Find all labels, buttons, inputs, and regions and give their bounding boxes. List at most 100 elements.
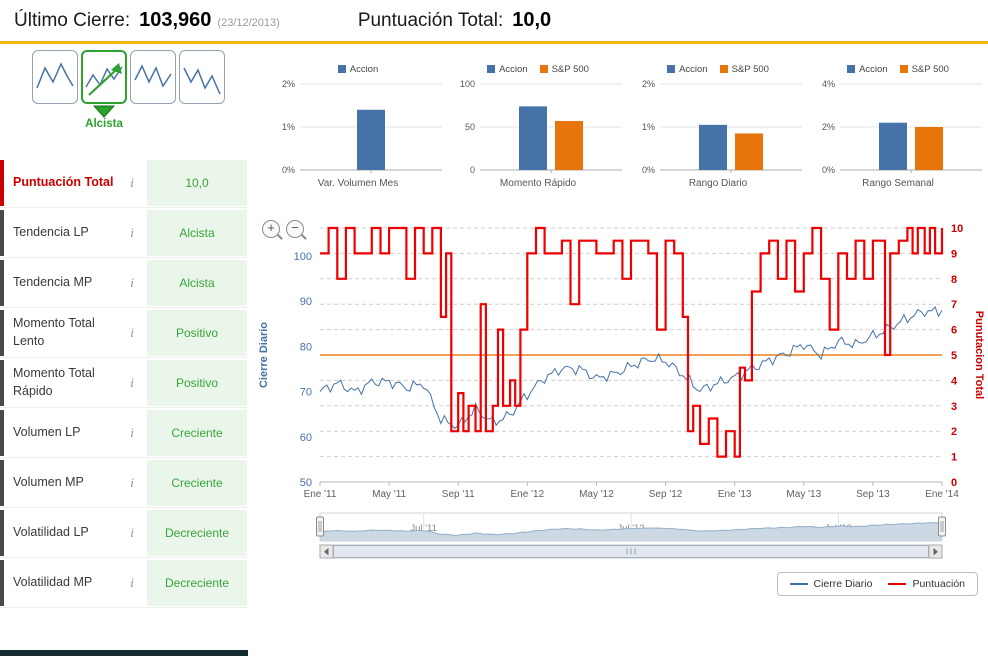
mini-ytick-label: 50 xyxy=(465,122,475,132)
indicator-label: Momento Total Lento xyxy=(13,316,95,348)
right-ytick-label: 1 xyxy=(951,452,957,464)
indicator-value: Positivo xyxy=(147,359,247,406)
row-accent-bar xyxy=(0,259,4,306)
indicator-label: Tendencia LP xyxy=(13,224,89,239)
zoom-controls: + − xyxy=(262,220,304,238)
legend-item-s-p-500[interactable]: S&P 500 xyxy=(539,63,589,75)
row-accent-bar xyxy=(0,159,4,206)
legend-swatch xyxy=(539,65,548,73)
navigator-handle-right[interactable] xyxy=(938,516,946,537)
indicator-row-volumen-lp: Volumen LP i Creciente xyxy=(0,408,248,458)
info-icon[interactable]: i xyxy=(130,474,134,490)
legend-item-s-p-500[interactable]: S&P 500 xyxy=(899,63,949,75)
bar-accion[interactable] xyxy=(519,106,547,170)
legend-item-s-p-500[interactable]: S&P 500 xyxy=(719,64,769,75)
cierre-diario-series xyxy=(319,306,943,430)
left-ytick-label: 50 xyxy=(300,477,312,489)
legend-label: S&P 500 xyxy=(911,63,949,75)
right-ytick-label: 4 xyxy=(951,375,958,387)
mini-ytick-label: 100 xyxy=(460,80,475,89)
right-ytick-label: 7 xyxy=(951,299,957,311)
legend-swatch xyxy=(667,65,676,73)
x-tick-label: Ene '11 xyxy=(304,489,337,500)
zoom-in-icon[interactable]: + xyxy=(262,220,280,238)
info-icon[interactable]: i xyxy=(130,424,134,440)
right-ytick-label: 3 xyxy=(951,401,957,413)
header: Último Cierre: 103,960 (23/12/2013) Punt… xyxy=(0,0,988,44)
trend-pattern-peaks-button[interactable] xyxy=(32,50,78,104)
trend-pattern-volatile-button[interactable] xyxy=(130,50,176,104)
info-icon[interactable]: i xyxy=(130,324,134,340)
selected-trend-arrow-icon xyxy=(93,105,115,118)
row-accent-bar xyxy=(0,359,4,406)
bar-s-p-500[interactable] xyxy=(735,133,763,170)
legend-label: Accion xyxy=(679,63,708,75)
x-tick-label: Ene '12 xyxy=(511,489,545,500)
x-tick-label: Ene '14 xyxy=(925,489,959,500)
navigator-line xyxy=(319,522,943,536)
indicator-value: Positivo xyxy=(147,309,247,356)
mini-ytick-label: 0% xyxy=(822,165,835,175)
legend-item-cierre-diario[interactable]: Cierre Diario xyxy=(789,578,872,590)
indicator-row-tendencia-mp: Tendencia MP i Alcista xyxy=(0,258,248,308)
info-icon[interactable]: i xyxy=(130,224,134,240)
row-accent-bar xyxy=(0,409,4,456)
right-axis-title: Punutacion Total xyxy=(973,311,985,399)
indicator-label: Volumen LP xyxy=(13,424,81,439)
mini-chart-rango_semanal: Accion S&P 500 0% 2% 4% Rango Semanal xyxy=(808,46,988,212)
zoom-out-icon[interactable]: − xyxy=(286,220,304,238)
left-ytick-label: 100 xyxy=(294,251,312,263)
legend-label: S&P 500 xyxy=(551,63,589,75)
navigator-handle-left[interactable] xyxy=(316,516,324,537)
x-tick-label: Sep '11 xyxy=(442,489,475,500)
mini-charts-row: Accion 0% 1% 2% Var. Volumen Mes Accion S&P 50… xyxy=(248,46,988,212)
bar-accion[interactable] xyxy=(699,124,727,170)
info-icon[interactable]: i xyxy=(130,174,134,190)
sidebar-indicator-table: Puntuación Total i 10,0 Tendencia LP i Alcist… xyxy=(0,158,248,608)
mini-chart-plot: 0% 1% 2% xyxy=(642,80,802,175)
info-icon[interactable]: i xyxy=(130,374,134,390)
legend-line-sample xyxy=(888,583,907,585)
indicator-row-momento-total-lento: Momento Total Lento i Positivo xyxy=(0,308,248,358)
indicator-value: Alcista xyxy=(147,209,247,256)
navigator-label: Jul '11 xyxy=(410,523,436,534)
bar-s-p-500[interactable] xyxy=(915,127,943,170)
legend-swatch xyxy=(337,65,346,73)
legend-label: Accion xyxy=(859,63,888,75)
navigator-area[interactable] xyxy=(320,522,942,541)
trend-pattern-bullish-button[interactable] xyxy=(81,50,127,104)
right-ytick-label: 10 xyxy=(951,223,963,235)
legend-item-accion[interactable]: Accion xyxy=(667,64,708,75)
legend-item-accion[interactable]: Accion xyxy=(487,64,528,75)
right-ytick-label: 2 xyxy=(951,426,957,438)
mini-chart-category-label: Var. Volumen Mes xyxy=(317,178,399,189)
mini-chart-legend: Accion S&P 500 xyxy=(487,60,589,78)
legend-label: Accion xyxy=(499,63,528,75)
info-icon[interactable]: i xyxy=(130,524,134,540)
bar-accion[interactable] xyxy=(357,109,385,170)
legend-item-puntuacion[interactable]: Puntuación xyxy=(888,578,965,590)
trend-pattern-bearish-button[interactable] xyxy=(179,50,225,104)
legend-item-accion[interactable]: Accion xyxy=(847,64,888,75)
right-ytick-label: 6 xyxy=(951,325,957,337)
info-icon[interactable]: i xyxy=(130,274,134,290)
indicator-row-momento-total-rapido: Momento Total Rápido i Positivo xyxy=(0,358,248,408)
indicator-row-volatilidad-lp: Volatilidad LP i Decreciente xyxy=(0,508,248,558)
legend-swatch xyxy=(899,65,908,73)
info-icon[interactable]: i xyxy=(130,574,134,590)
legend-line-sample xyxy=(789,583,808,585)
indicator-value: Decreciente xyxy=(147,559,247,606)
last-close-date: (23/12/2013) xyxy=(217,16,280,29)
last-close-label: Último Cierre: xyxy=(14,9,131,31)
mini-chart-legend: Accion xyxy=(337,60,378,78)
mini-ytick-label: 0% xyxy=(282,165,295,175)
chart-legend: Cierre Diario Puntuación xyxy=(776,572,978,596)
x-tick-label: Sep '12 xyxy=(649,489,683,500)
bar-accion[interactable] xyxy=(879,122,907,170)
right-ytick-label: 0 xyxy=(951,477,957,489)
indicator-label: Momento Total Rápido xyxy=(13,366,95,398)
bar-s-p-500[interactable] xyxy=(555,120,583,170)
mini-ytick-label: 0% xyxy=(642,165,655,175)
legend-item-accion[interactable]: Accion xyxy=(337,64,378,75)
